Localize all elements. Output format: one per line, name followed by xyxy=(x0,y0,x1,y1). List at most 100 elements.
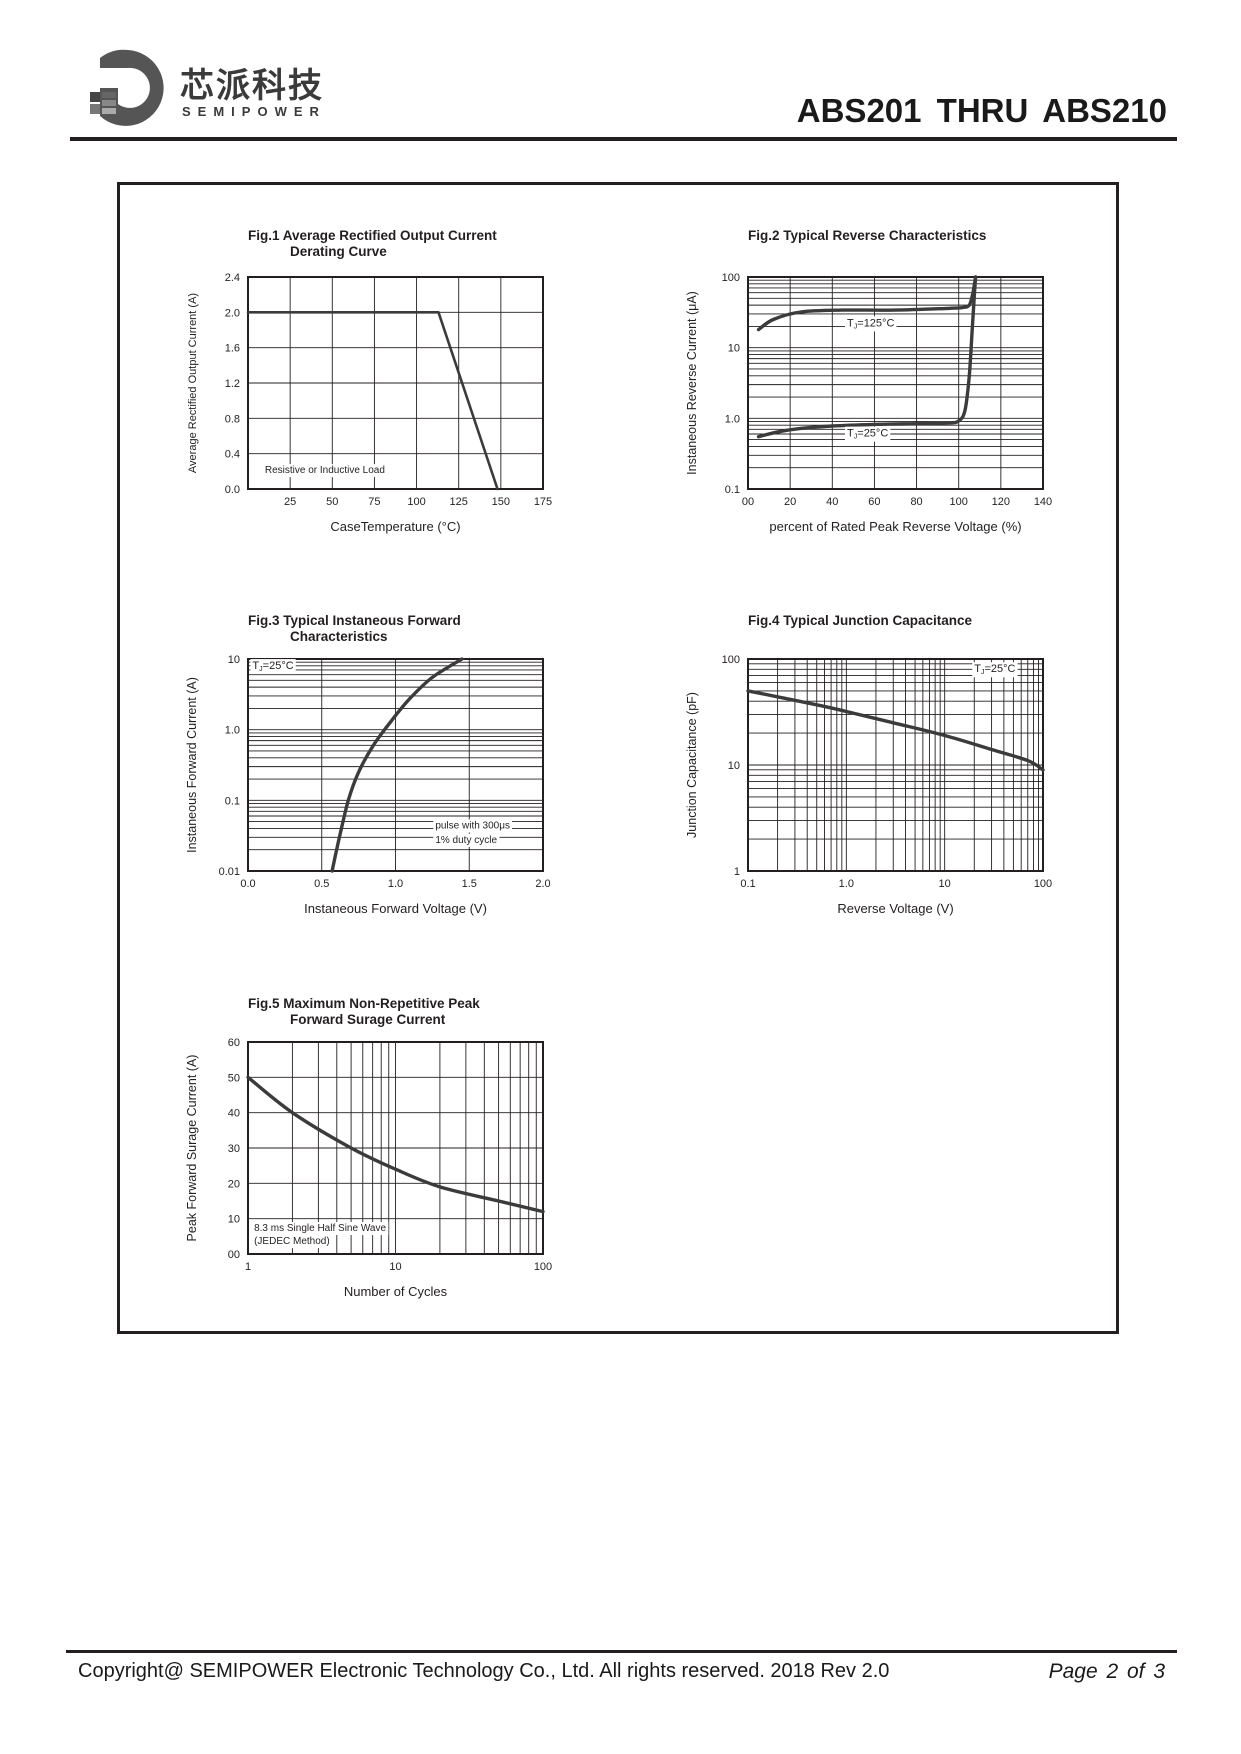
fig1-xtick-label: 75 xyxy=(368,496,380,508)
fig2-ytick-label: 1.0 xyxy=(725,413,740,425)
fig1-title-line: Derating Curve xyxy=(290,244,387,259)
fig4-svg: Fig.4 Typical Junction Capacitance 0.1 1.0… xyxy=(685,613,1052,916)
fig1-ytick-label: 1.6 xyxy=(225,343,240,355)
fig4-xtick-label: 100 xyxy=(1034,878,1052,890)
fig1-plot-frame xyxy=(247,276,544,490)
fig2-title-line: Fig.2 Typical Reverse Characteristics xyxy=(748,228,986,243)
fig1-xtick-label: 50 xyxy=(326,496,338,508)
fig5-ytick-label: 40 xyxy=(228,1108,240,1120)
fig4-plot-frame xyxy=(747,658,1044,872)
fig3-title-line: Fig.3 Typical Instaneous Forward xyxy=(248,613,461,628)
fig1-ytick-label: 1.2 xyxy=(225,378,240,390)
fig3-ytick-label: 10 xyxy=(228,654,240,666)
fig2-xtick-label: 40 xyxy=(826,496,838,508)
fig5-annotation: 8.3 ms Single Half Sine Wave xyxy=(254,1223,386,1234)
fig2-reverse-characteristics: Fig.2 Typical Reverse Characteristics 00 2… xyxy=(678,222,1098,542)
fig4-xaxis-label: Reverse Voltage (V) xyxy=(837,901,953,916)
fig1-annotation: Resistive or Inductive Load xyxy=(265,465,385,476)
fig2-xtick-label: 140 xyxy=(1034,496,1052,508)
fig5-xtick-label: 1 xyxy=(245,1261,251,1273)
fig5-title-line: Fig.5 Maximum Non-Repetitive Peak xyxy=(248,996,480,1011)
fig5-ytick-label: 50 xyxy=(228,1072,240,1084)
figures-frame xyxy=(117,182,1119,1334)
fig1-ytick-label: 0.8 xyxy=(225,413,240,425)
fig1-xaxis-label: CaseTemperature (°C) xyxy=(330,519,460,534)
fig5-yaxis-label: Peak Forward Surage Current (A) xyxy=(185,1055,199,1242)
fig2-series-line xyxy=(756,275,978,439)
fig1-title-line: Fig.1 Average Rectified Output Current xyxy=(248,228,497,243)
fig2-ytick-label: 0.1 xyxy=(725,484,740,496)
fig4-annotation: TJ=25°C xyxy=(974,663,1015,676)
fig3-xtick-label: 1.0 xyxy=(388,878,403,890)
page-number: Page 2 of 3 xyxy=(1048,1660,1165,1683)
fig2-ytick-label: 10 xyxy=(728,343,740,355)
fig2-xtick-label: 80 xyxy=(910,496,922,508)
document-title: ABS201 THRU ABS210 xyxy=(796,92,1167,129)
fig1-xtick-label: 25 xyxy=(284,496,296,508)
fig1-xtick-label: 100 xyxy=(407,496,425,508)
fig2-xtick-label: 120 xyxy=(992,496,1010,508)
fig2-xtick-label: 00 xyxy=(742,496,754,508)
fig5-title-line: Forward Surage Current xyxy=(290,1012,446,1027)
fig4-series-line xyxy=(746,689,1045,772)
fig3-xtick-label: 0.0 xyxy=(240,878,255,890)
fig3-annotation: 1% duty cycle xyxy=(435,835,497,846)
fig4-yaxis-label: Junction Capacitance (pF) xyxy=(685,692,699,838)
copyright-text: Copyright@ SEMIPOWER Electronic Technolo… xyxy=(78,1660,890,1682)
company-name-chinese: 芯派科技 xyxy=(180,66,324,106)
fig1-ytick-label: 0.4 xyxy=(225,449,240,461)
fig1-series-line xyxy=(246,311,499,491)
fig5-ytick-label: 30 xyxy=(228,1143,240,1155)
fig2-annotation: TJ=25°C xyxy=(847,428,888,441)
company-name-english: SEMIPOWER xyxy=(182,104,326,119)
fig1-xtick-label: 150 xyxy=(492,496,510,508)
fig4-title-line: Fig.4 Typical Junction Capacitance xyxy=(748,613,973,628)
fig3-annotation: pulse with 300μs xyxy=(435,820,510,831)
fig4-xtick-label: 0.1 xyxy=(740,878,755,890)
fig1-yaxis-label: Average Rectified Output Current (A) xyxy=(187,293,199,473)
fig1-ytick-label: 2.4 xyxy=(225,272,240,284)
fig3-xtick-label: 0.5 xyxy=(314,878,329,890)
fig3-yaxis-label: Instaneous Forward Current (A) xyxy=(185,677,199,853)
fig3-xtick-label: 2.0 xyxy=(535,878,550,890)
fig5-ytick-label: 10 xyxy=(228,1214,240,1226)
header-rule xyxy=(70,137,1177,141)
fig2-xaxis-label: percent of Rated Peak Reverse Voltage (%… xyxy=(769,519,1021,534)
fig4-ytick-label: 100 xyxy=(722,654,740,666)
fig3-series-line xyxy=(330,657,464,873)
fig3-forward-characteristics: Fig.3 Typical Instaneous Forward Characte… xyxy=(178,607,598,927)
fig5-series-line xyxy=(246,1075,545,1214)
fig1-derating-curve: Fig.1 Average Rectified Output Current De… xyxy=(178,222,598,542)
fig5-plot-frame xyxy=(247,1041,544,1255)
fig2-svg: Fig.2 Typical Reverse Characteristics 00 2… xyxy=(685,228,1052,534)
fig5-xtick-label: 10 xyxy=(389,1261,401,1273)
fig1-svg: Fig.1 Average Rectified Output CurrentDe… xyxy=(187,228,552,534)
fig1-xtick-label: 175 xyxy=(534,496,552,508)
fig2-xtick-label: 20 xyxy=(784,496,796,508)
fig5-svg: Fig.5 Maximum Non-Repetitive PeakForward… xyxy=(185,996,552,1299)
fig5-xtick-label: 100 xyxy=(534,1261,552,1273)
fig3-plot-frame xyxy=(247,658,544,872)
fig4-ytick-label: 1 xyxy=(734,866,740,878)
fig5-ytick-label: 20 xyxy=(228,1178,240,1190)
footer-rule xyxy=(66,1650,1177,1653)
fig1-ytick-label: 0.0 xyxy=(225,484,240,496)
fig3-xaxis-label: Instaneous Forward Voltage (V) xyxy=(304,901,487,916)
fig2-plot-frame xyxy=(747,276,1044,490)
fig3-annotation: TJ=25°C xyxy=(252,660,293,673)
fig4-junction-capacitance: Fig.4 Typical Junction Capacitance 0.1 1.0… xyxy=(678,607,1098,927)
fig3-ytick-label: 1.0 xyxy=(225,725,240,737)
fig2-xtick-label: 60 xyxy=(868,496,880,508)
fig2-ytick-label: 100 xyxy=(722,272,740,284)
fig4-ytick-label: 10 xyxy=(728,760,740,772)
fig2-yaxis-label: Instaneous Reverse Current (μA) xyxy=(685,291,699,475)
fig2-xtick-label: 100 xyxy=(950,496,968,508)
fig3-svg: Fig.3 Typical Instaneous ForwardCharacte… xyxy=(185,613,551,916)
fig5-ytick-label: 60 xyxy=(228,1037,240,1049)
fig2-annotation: TJ=125°C xyxy=(847,317,894,330)
fig3-title-line: Characteristics xyxy=(290,629,388,644)
fig5-ytick-label: 00 xyxy=(228,1249,240,1261)
semipower-logo xyxy=(90,49,164,126)
fig3-ytick-label: 0.01 xyxy=(219,866,240,878)
fig3-ytick-label: 0.1 xyxy=(225,795,240,807)
